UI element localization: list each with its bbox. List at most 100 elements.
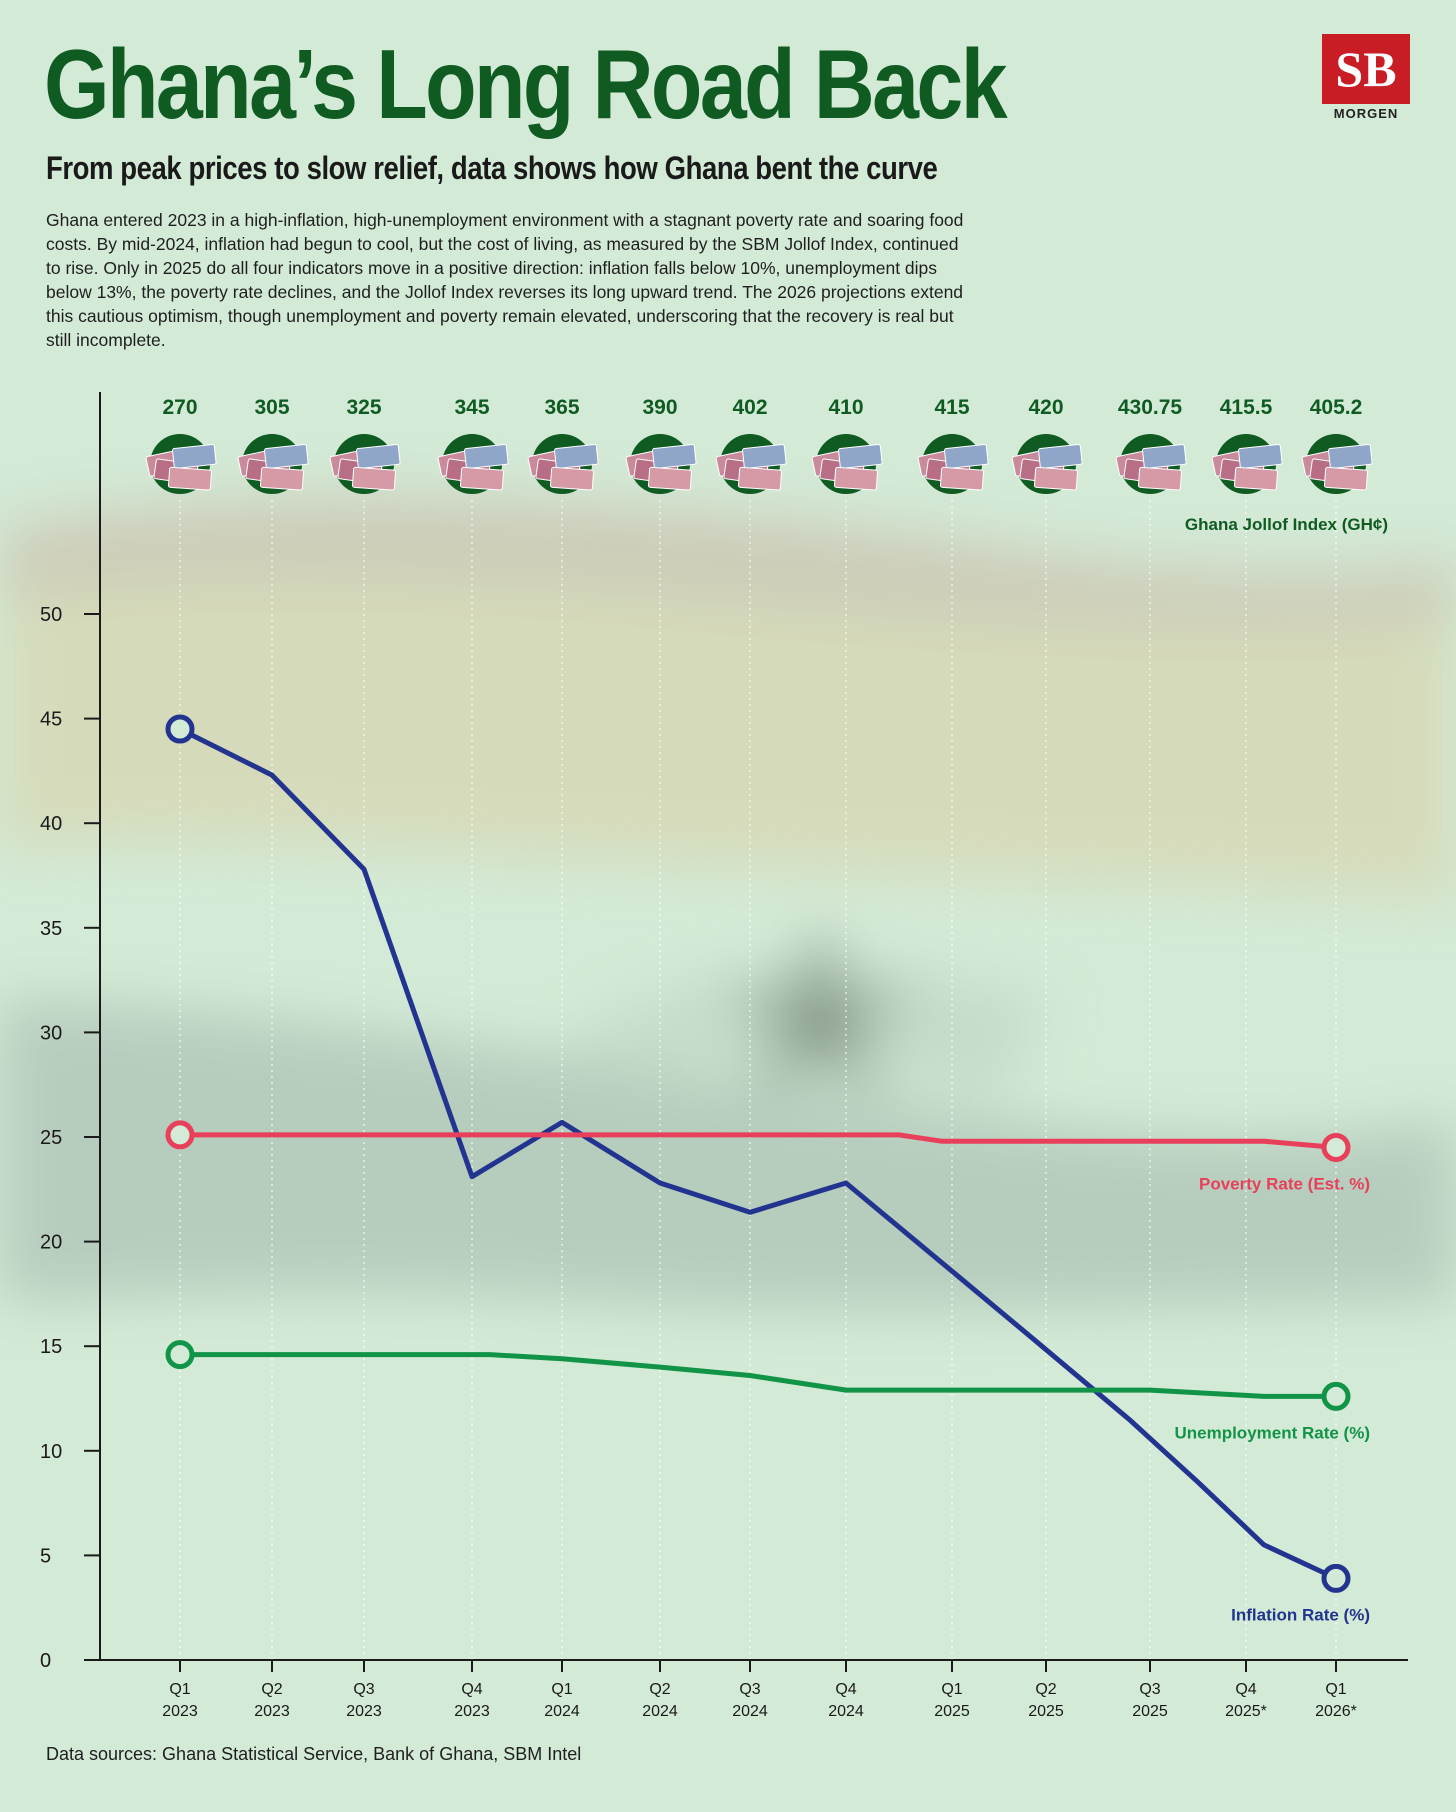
unemployment-line (177, 1352, 1339, 1399)
x-tick-year-8: 2025 (934, 1703, 970, 1720)
x-tick-quarter-8: Q1 (941, 1681, 962, 1698)
x-tick-year-3: 2023 (454, 1703, 490, 1720)
banknote-icon-4 (527, 434, 599, 494)
y-tick-label-50: 50 (40, 604, 62, 626)
x-tick-quarter-6: Q3 (739, 1681, 760, 1698)
banknote-icon-7 (811, 434, 883, 494)
x-tick-quarter-1: Q2 (261, 1681, 282, 1698)
inflation-line (177, 726, 1339, 1581)
banknote-2 (554, 444, 599, 469)
banknote-2 (464, 444, 509, 469)
x-tick-quarter-7: Q4 (835, 1681, 856, 1698)
intro-paragraph: Ghana entered 2023 in a high-inflation, … (46, 210, 964, 350)
banknote-3 (1323, 466, 1369, 491)
banknote-2 (838, 444, 883, 469)
banknote-3 (833, 466, 879, 491)
inflation-start-marker (165, 714, 195, 744)
jollof-value-6: 402 (732, 396, 767, 419)
x-tick-year-0: 2023 (162, 1703, 198, 1720)
banknote-icon-11 (1211, 434, 1283, 494)
poverty-start-marker (165, 1120, 195, 1150)
x-tick-year-7: 2024 (828, 1703, 864, 1720)
logo-monogram: SB (1322, 34, 1410, 104)
y-tick-label-35: 35 (40, 918, 62, 940)
inflation-end-marker (1321, 1563, 1351, 1593)
banknote-icon-9 (1011, 434, 1083, 494)
banknote-2 (356, 444, 401, 469)
data-source-note: Data sources: Ghana Statistical Service,… (46, 1744, 582, 1764)
banknote-3 (167, 466, 213, 491)
banknote-icon-2 (329, 434, 401, 494)
banknote-2 (1038, 444, 1083, 469)
banknote-2 (1328, 444, 1373, 469)
x-tick-quarter-3: Q4 (461, 1681, 482, 1698)
banknote-icon-12 (1301, 434, 1373, 494)
logo-wordmark: MORGEN (1333, 106, 1399, 121)
banknote-icon-6 (715, 434, 787, 494)
banknote-3 (939, 466, 985, 491)
x-tick-quarter-12: Q1 (1325, 1681, 1346, 1698)
x-tick-quarter-2: Q3 (353, 1681, 374, 1698)
banknote-2 (1238, 444, 1283, 469)
x-tick-year-4: 2024 (544, 1703, 580, 1720)
jollof-value-1: 305 (254, 396, 289, 419)
banknote-3 (647, 466, 693, 491)
poverty-end-marker (1321, 1132, 1351, 1162)
page-title: Ghana’s Long Road Back (44, 29, 1008, 139)
banknote-2 (1142, 444, 1187, 469)
jollof-value-5: 390 (642, 396, 677, 419)
banknote-3 (1233, 466, 1279, 491)
x-tick-quarter-5: Q2 (649, 1681, 670, 1698)
banknote-2 (172, 444, 217, 469)
x-tick-quarter-11: Q4 (1235, 1681, 1256, 1698)
poverty-series-label: Poverty Rate (Est. %) (1199, 1174, 1370, 1193)
x-tick-quarter-9: Q2 (1035, 1681, 1056, 1698)
jollof-value-11: 415.5 (1220, 396, 1273, 419)
banknote-icon-1 (237, 434, 309, 494)
y-tick-label-15: 15 (40, 1336, 62, 1358)
banknote-icon-0 (145, 434, 217, 494)
jollof-value-3: 345 (454, 396, 489, 419)
x-tick-quarter-10: Q3 (1139, 1681, 1160, 1698)
banknote-2 (944, 444, 989, 469)
banknote-3 (259, 466, 305, 491)
banknote-icon-10 (1115, 434, 1187, 494)
y-tick-label-20: 20 (40, 1232, 62, 1254)
sb-morgen-logo: SB MORGEN (1322, 34, 1410, 124)
x-tick-quarter-0: Q1 (169, 1681, 190, 1698)
jollof-index-label: Ghana Jollof Index (GH¢) (1185, 515, 1388, 534)
banknote-3 (351, 466, 397, 491)
x-tick-year-5: 2024 (642, 1703, 678, 1720)
y-tick-label-10: 10 (40, 1441, 62, 1463)
banknote-icon-3 (437, 434, 509, 494)
banknote-icon-5 (625, 434, 697, 494)
jollof-value-8: 415 (934, 396, 969, 419)
inflation-series-label: Inflation Rate (%) (1231, 1605, 1370, 1624)
unemployment-start-marker (165, 1340, 195, 1370)
x-tick-year-6: 2024 (732, 1703, 768, 1720)
x-tick-quarter-4: Q1 (551, 1681, 572, 1698)
x-tick-year-10: 2025 (1132, 1703, 1168, 1720)
y-tick-label-0: 0 (40, 1650, 51, 1672)
x-tick-year-11: 2025* (1225, 1703, 1267, 1720)
banknote-3 (737, 466, 783, 491)
jollof-value-12: 405.2 (1310, 396, 1363, 419)
y-tick-label-5: 5 (40, 1545, 51, 1567)
banknote-3 (549, 466, 595, 491)
x-tick-year-1: 2023 (254, 1703, 290, 1720)
banknote-3 (1033, 466, 1079, 491)
jollof-value-9: 420 (1028, 396, 1063, 419)
poverty-line (177, 1132, 1339, 1150)
unemployment-series-label: Unemployment Rate (%) (1174, 1423, 1370, 1442)
jollof-value-10: 430.75 (1118, 396, 1183, 419)
jollof-value-4: 365 (544, 396, 579, 419)
jollof-value-0: 270 (162, 396, 197, 419)
x-tick-year-12: 2026* (1315, 1703, 1357, 1720)
banknote-3 (459, 466, 505, 491)
page-subtitle: From peak prices to slow relief, data sh… (46, 150, 938, 186)
y-tick-label-25: 25 (40, 1127, 62, 1149)
jollof-value-7: 410 (828, 396, 863, 419)
banknote-2 (652, 444, 697, 469)
banknote-3 (1137, 466, 1183, 491)
